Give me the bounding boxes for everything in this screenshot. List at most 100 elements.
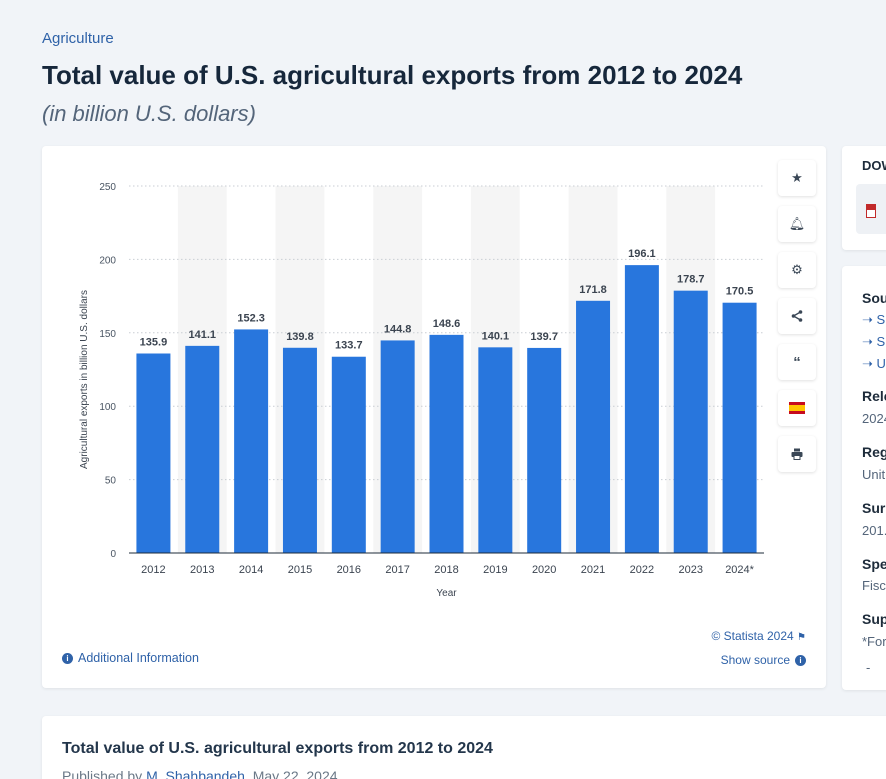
- bar-value-label: 170.5: [726, 286, 754, 298]
- quote-icon: “: [793, 353, 801, 371]
- survey-value: 201.: [862, 523, 886, 538]
- special-value: Fisc: [862, 578, 886, 593]
- publication-card: Total value of U.S. agricultural exports…: [42, 716, 886, 779]
- source-link-2-label: S: [876, 334, 886, 349]
- y-tick-label: 200: [99, 255, 116, 266]
- print-icon: [791, 448, 803, 460]
- dash-text: -: [866, 660, 871, 675]
- cite-button[interactable]: “: [778, 344, 816, 380]
- info-icon: i: [62, 652, 73, 664]
- show-source-link[interactable]: Show source i: [721, 653, 806, 667]
- y-tick-label: 50: [105, 476, 117, 487]
- bar-chart: 0 50 100 150 200 250 135.9 2012 141.1 2013 152.3 20…: [79, 182, 764, 599]
- y-tick-label: 150: [99, 329, 116, 340]
- language-button[interactable]: [778, 390, 816, 426]
- star-icon: ★: [791, 170, 803, 185]
- bar-value-label: 144.8: [384, 323, 412, 335]
- bar[interactable]: [380, 340, 415, 553]
- x-tick-label: 2016: [337, 564, 361, 576]
- share-button[interactable]: [778, 298, 816, 334]
- source-heading: Sou: [862, 290, 886, 306]
- spain-flag-icon: [789, 402, 805, 414]
- y-tick-label: 250: [99, 182, 116, 193]
- bar[interactable]: [331, 356, 366, 553]
- bar-value-label: 135.9: [140, 336, 168, 348]
- download-card: DOW: [842, 146, 886, 250]
- special-heading: Spe: [862, 556, 886, 572]
- flag-icon: ⚑: [797, 632, 806, 643]
- x-tick-label: 2015: [288, 564, 312, 576]
- x-tick-label: 2014: [239, 564, 263, 576]
- bar[interactable]: [478, 347, 513, 553]
- bar[interactable]: [429, 334, 464, 553]
- region-value: Unit: [862, 467, 886, 482]
- pdf-icon: [866, 204, 876, 218]
- bar[interactable]: [722, 302, 757, 553]
- supplementary-value: *For: [862, 634, 886, 649]
- statista-copyright[interactable]: © Statista 2024 ⚑: [711, 629, 806, 643]
- source-link-2[interactable]: ➝ S: [862, 334, 886, 349]
- bell-icon: 🔔︎: [788, 216, 806, 231]
- bar-value-label: 139.8: [286, 331, 314, 343]
- source-link-3[interactable]: ➝ U: [862, 356, 886, 371]
- additional-information-label: Additional Information: [78, 651, 199, 665]
- bar-value-label: 141.1: [189, 329, 217, 341]
- settings-button[interactable]: ⚙: [778, 252, 816, 288]
- info-panel: Sou ➝ S ➝ S ➝ U Rele 2024 Reg Unit Sur 2…: [842, 266, 886, 690]
- bar-value-label: 148.6: [433, 318, 461, 330]
- x-axis-label: Year: [436, 588, 457, 599]
- x-tick-label: 2024*: [725, 564, 754, 576]
- page-title: Total value of U.S. agricultural exports…: [42, 60, 743, 90]
- bar-value-label: 140.1: [482, 330, 510, 342]
- published-by-label: Published by: [62, 768, 143, 779]
- x-tick-label: 2022: [630, 564, 654, 576]
- copyright-label: © Statista 2024: [711, 629, 794, 643]
- x-tick-label: 2013: [190, 564, 214, 576]
- release-value: 2024: [862, 411, 886, 426]
- bar-value-label: 196.1: [628, 248, 656, 260]
- x-tick-label: 2021: [581, 564, 605, 576]
- favorite-button[interactable]: ★: [778, 160, 816, 196]
- author-link[interactable]: M. Shahbandeh: [146, 768, 245, 779]
- bar[interactable]: [527, 347, 562, 553]
- bar[interactable]: [234, 329, 269, 553]
- additional-information-link[interactable]: i Additional Information: [62, 651, 199, 665]
- publication-meta: Published by M. Shahbandeh, May 22, 2024: [62, 768, 338, 779]
- bar-value-label: 178.7: [677, 274, 705, 286]
- bar-value-label: 133.7: [335, 340, 363, 352]
- x-tick-label: 2018: [434, 564, 458, 576]
- bar-value-label: 152.3: [237, 312, 265, 324]
- notification-button[interactable]: 🔔︎: [778, 206, 816, 242]
- y-tick-label: 100: [99, 402, 116, 413]
- bar[interactable]: [576, 300, 611, 553]
- download-label: DOW: [862, 158, 886, 173]
- bar[interactable]: [136, 353, 171, 553]
- share-icon: [791, 310, 803, 322]
- source-link-1-label: S: [876, 312, 886, 327]
- bar-value-label: 171.8: [579, 284, 607, 296]
- chart-card: 0 50 100 150 200 250 135.9 2012 141.1 2013 152.3 20…: [42, 146, 826, 688]
- x-tick-label: 2017: [385, 564, 409, 576]
- release-heading: Rele: [862, 388, 886, 404]
- x-tick-label: 2020: [532, 564, 556, 576]
- survey-heading: Sur: [862, 500, 886, 516]
- publication-date: , May 22, 2024: [244, 768, 338, 779]
- bar[interactable]: [282, 347, 317, 553]
- y-tick-label: 0: [110, 549, 116, 560]
- bar[interactable]: [673, 290, 708, 553]
- publication-title: Total value of U.S. agricultural exports…: [62, 740, 493, 757]
- show-source-label: Show source: [720, 653, 790, 667]
- print-button[interactable]: [778, 436, 816, 472]
- bar-value-label: 139.7: [530, 331, 558, 343]
- x-tick-label: 2012: [141, 564, 165, 576]
- breadcrumb[interactable]: Agriculture: [42, 30, 114, 47]
- y-axis-label: Agricultural exports in billion U.S. dol…: [79, 290, 90, 469]
- supplementary-heading: Sup: [862, 611, 886, 627]
- x-tick-label: 2023: [678, 564, 702, 576]
- source-link-1[interactable]: ➝ S: [862, 312, 886, 327]
- region-heading: Reg: [862, 444, 886, 460]
- gear-icon: ⚙: [791, 262, 803, 277]
- bar[interactable]: [624, 265, 659, 553]
- bar[interactable]: [185, 345, 220, 553]
- x-tick-label: 2019: [483, 564, 507, 576]
